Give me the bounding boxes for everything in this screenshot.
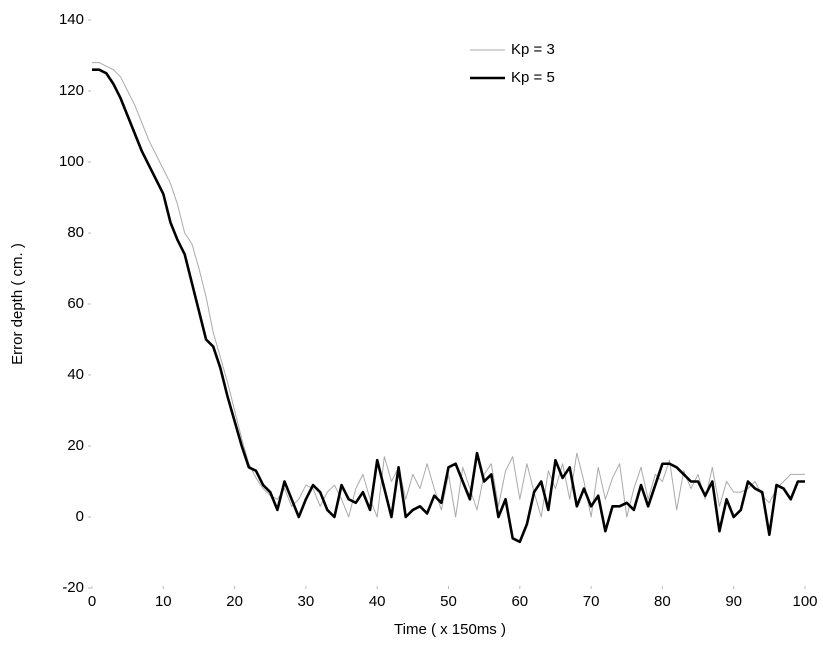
y-axis-label: Error depth ( cm. ) [9,243,26,365]
y-tick-label: 0 [76,508,84,525]
y-tick-label: 120 [59,82,84,99]
y-tick-label: 140 [59,11,84,28]
x-tick-label: 10 [155,593,172,610]
x-tick-label: 60 [511,593,528,610]
legend-label: Kp = 3 [511,41,555,58]
x-tick-label: 80 [654,593,671,610]
x-axis-label: Time ( x 150ms ) [394,621,506,638]
x-tick-label: 70 [583,593,600,610]
legend-label: Kp = 5 [511,69,555,86]
x-tick-label: 50 [440,593,457,610]
data-line [92,62,805,518]
x-tick-label: 90 [725,593,742,610]
data-line [92,68,805,544]
x-tick-label: 100 [792,593,817,610]
x-tick-label: 0 [88,593,96,610]
x-tick-label: 20 [226,593,243,610]
x-tick-label: 40 [369,593,386,610]
y-tick-label: 100 [59,153,84,170]
y-tick-label: 20 [67,437,84,454]
x-tick-label: 30 [298,593,315,610]
y-tick-label: 80 [67,224,84,241]
y-tick-label: 60 [67,295,84,312]
y-tick-label: -20 [62,579,84,596]
y-tick-label: 40 [67,366,84,383]
